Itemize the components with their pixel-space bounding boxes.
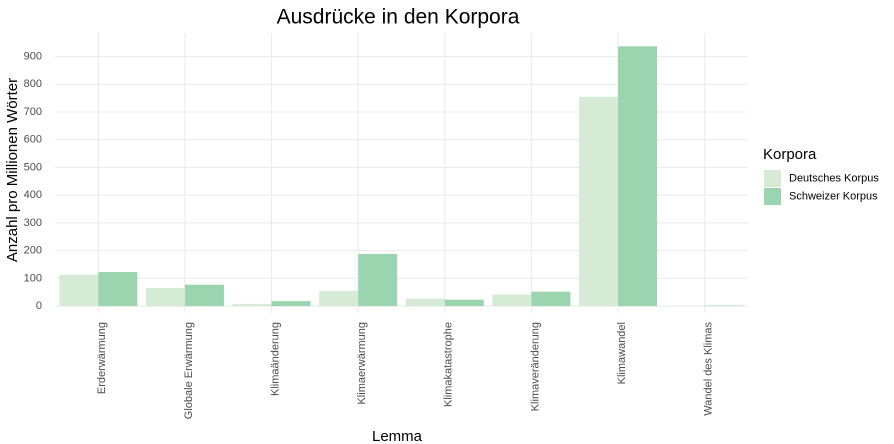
x-tick-label: Klimaerwärmung <box>356 322 368 405</box>
legend-title: Korpora <box>763 146 817 163</box>
bar <box>405 298 445 307</box>
y-tick-label: 700 <box>24 106 42 118</box>
legend-label: Schweizer Korpus <box>789 190 878 202</box>
y-tick-label: 0 <box>36 300 42 312</box>
bar <box>59 274 99 307</box>
x-tick-label: Klimaveränderung <box>529 322 541 411</box>
bar <box>579 96 619 307</box>
y-tick-label: 300 <box>24 217 42 229</box>
x-tick-label: Klimaänderung <box>269 322 281 396</box>
legend-swatch <box>764 170 781 187</box>
bar <box>492 294 532 307</box>
y-tick-label: 200 <box>24 245 42 257</box>
x-tick-label: Erderwärmung <box>96 322 108 394</box>
chart-title: Ausdrücke in den Korpora <box>277 6 520 29</box>
legend-label: Deutsches Korpus <box>789 172 879 184</box>
y-tick-label: 500 <box>24 161 42 173</box>
bar <box>145 288 185 307</box>
bar <box>358 253 398 307</box>
x-tick-label: Wandel des Klimas <box>703 322 715 416</box>
x-axis-title: Lemma <box>372 428 423 444</box>
bar <box>319 290 359 307</box>
y-axis-title: Anzahl pro Millionen Wörter <box>4 78 21 262</box>
bar <box>98 271 138 307</box>
bar <box>232 303 272 307</box>
y-tick-label: 900 <box>24 50 42 62</box>
bar <box>618 46 658 307</box>
x-tick-label: Globale Erwärmung <box>183 322 195 419</box>
y-tick-label: 100 <box>24 272 42 284</box>
y-tick-label: 400 <box>24 189 42 201</box>
x-tick-label: Klimakatastrophe <box>443 322 455 407</box>
bar <box>704 305 744 307</box>
legend-swatch <box>764 188 781 205</box>
bar <box>271 301 311 307</box>
x-tick-label: Klimawandel <box>616 322 628 384</box>
bar <box>444 299 484 307</box>
bar <box>531 291 571 307</box>
bar <box>184 284 224 307</box>
y-tick-label: 800 <box>24 78 42 90</box>
y-tick-label: 600 <box>24 134 42 146</box>
